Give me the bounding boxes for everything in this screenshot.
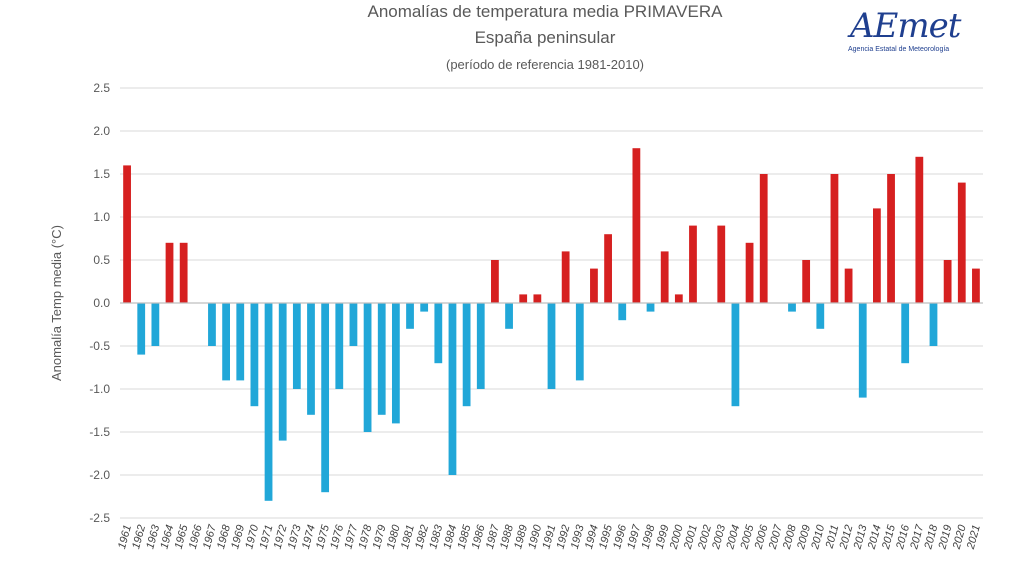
bar-2005 bbox=[745, 242, 754, 303]
bar-1994 bbox=[590, 268, 598, 303]
bar-1976 bbox=[335, 303, 344, 389]
bar-1979 bbox=[377, 303, 386, 415]
bar-1991 bbox=[547, 303, 556, 389]
bar-1974 bbox=[307, 303, 315, 415]
y-tick-label: 1.5 bbox=[93, 167, 110, 181]
bar-1969 bbox=[236, 303, 245, 381]
bar-2012 bbox=[844, 268, 853, 303]
y-axis-label: Anomalía Temp media (°C) bbox=[49, 225, 64, 381]
bar-2019 bbox=[943, 260, 952, 303]
bar-1967 bbox=[208, 303, 216, 346]
bar-2003 bbox=[717, 225, 726, 303]
y-tick-label: 2.0 bbox=[93, 124, 110, 138]
bar-1995 bbox=[604, 234, 612, 303]
bar-2021 bbox=[972, 268, 980, 303]
bar-1983 bbox=[434, 303, 443, 364]
bar-1970 bbox=[250, 303, 259, 407]
bar-1999 bbox=[660, 251, 669, 303]
bar-1992 bbox=[561, 251, 570, 303]
bar-1975 bbox=[321, 303, 330, 493]
bar-1982 bbox=[420, 303, 429, 312]
bar-2006 bbox=[759, 174, 768, 303]
bar-1997 bbox=[632, 148, 641, 303]
bar-1988 bbox=[505, 303, 513, 329]
bar-1993 bbox=[575, 303, 584, 381]
y-tick-label: 0.0 bbox=[93, 296, 110, 310]
bar-1961 bbox=[123, 165, 131, 303]
bar-1996 bbox=[618, 303, 627, 321]
bar-1971 bbox=[264, 303, 273, 501]
y-tick-label: -2.5 bbox=[89, 511, 110, 525]
bar-2015 bbox=[887, 174, 895, 303]
bars bbox=[123, 148, 980, 501]
y-tick-label: 0.5 bbox=[93, 253, 110, 267]
bar-1985 bbox=[462, 303, 471, 407]
bar-1978 bbox=[363, 303, 372, 432]
bar-2001 bbox=[689, 225, 697, 303]
x-axis-ticks: 1961196219631964196519661967196819691970… bbox=[116, 523, 983, 552]
chart-subtitle: España peninsular bbox=[474, 28, 616, 47]
y-tick-label: -1.5 bbox=[89, 425, 110, 439]
bar-1980 bbox=[391, 303, 400, 424]
bar-1964 bbox=[165, 242, 174, 303]
bar-2014 bbox=[873, 208, 881, 303]
bar-2016 bbox=[901, 303, 910, 364]
bar-2020 bbox=[957, 182, 966, 303]
y-tick-label: -1.0 bbox=[89, 382, 110, 396]
y-tick-label: -0.5 bbox=[89, 339, 110, 353]
bar-1989 bbox=[519, 294, 528, 303]
bar-1972 bbox=[278, 303, 287, 441]
bar-1965 bbox=[179, 242, 188, 303]
bar-1968 bbox=[222, 303, 230, 381]
chart-reference-note: (período de referencia 1981-2010) bbox=[445, 57, 645, 72]
bar-2008 bbox=[788, 303, 796, 312]
bar-1984 bbox=[448, 303, 457, 475]
bar-1977 bbox=[349, 303, 358, 346]
bar-2009 bbox=[802, 260, 811, 303]
y-tick-label: 2.5 bbox=[93, 81, 110, 95]
bar-2018 bbox=[929, 303, 938, 346]
bar-2000 bbox=[674, 294, 683, 303]
y-tick-label: 1.0 bbox=[93, 210, 110, 224]
bar-2011 bbox=[830, 174, 839, 303]
bar-1986 bbox=[476, 303, 485, 389]
aemet-logo: AEmet Agencia Estatal de Meteorología bbox=[842, 2, 982, 58]
bar-1981 bbox=[406, 303, 414, 329]
bar-1962 bbox=[137, 303, 146, 355]
y-axis-ticks: 2.5 2.0 1.5 1.0 0.5 0.0 -0.5 -1.0 -1.5 -2.0 -2.5 bbox=[89, 81, 110, 525]
bar-2017 bbox=[915, 156, 924, 303]
bar-2013 bbox=[858, 303, 867, 398]
bar-1973 bbox=[292, 303, 301, 389]
bar-1990 bbox=[533, 294, 542, 303]
bar-1998 bbox=[646, 303, 655, 312]
bar-1987 bbox=[491, 260, 499, 303]
bar-1963 bbox=[151, 303, 160, 346]
bar-2010 bbox=[816, 303, 825, 329]
chart-title: Anomalías de temperatura media PRIMAVERA bbox=[367, 2, 723, 21]
bar-2004 bbox=[731, 303, 740, 407]
logo-caption: Agencia Estatal de Meteorología bbox=[848, 46, 950, 53]
y-tick-label: -2.0 bbox=[89, 468, 110, 482]
logo-brand: AEmet bbox=[850, 6, 961, 46]
